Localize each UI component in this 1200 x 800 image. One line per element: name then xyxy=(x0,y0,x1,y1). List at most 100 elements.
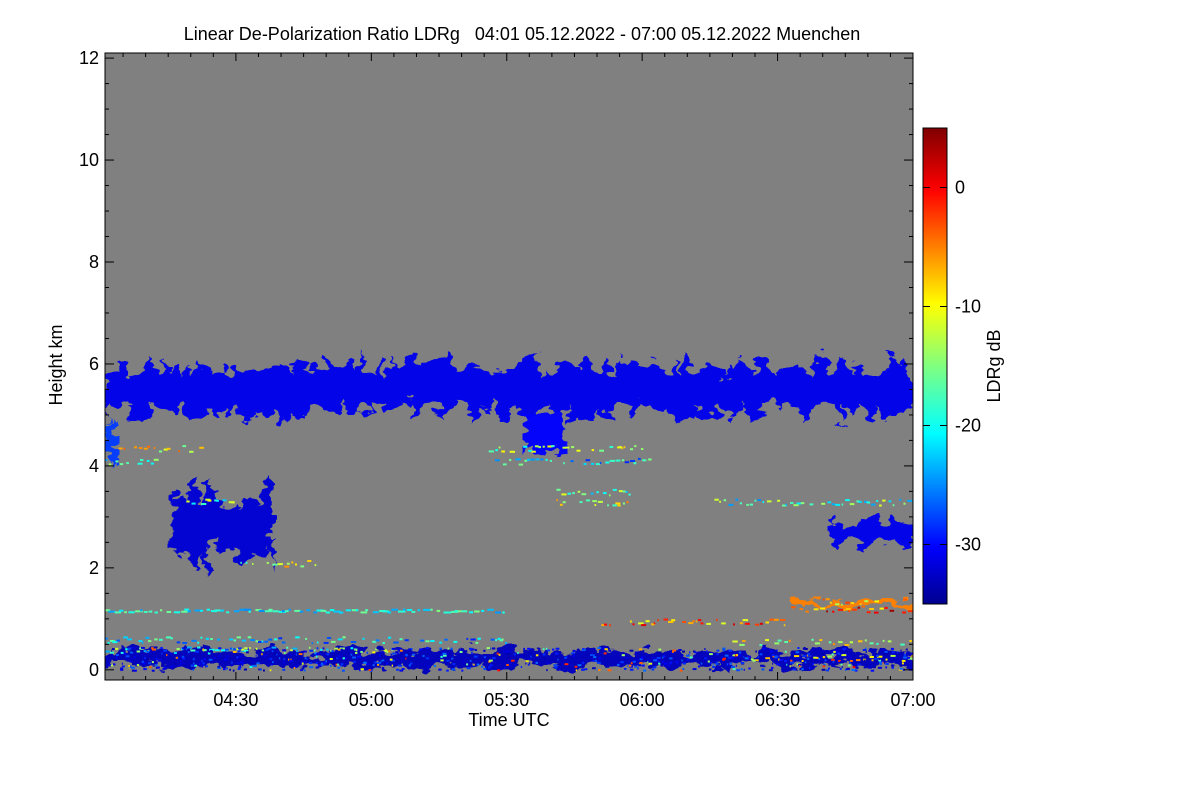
surface-speckle xyxy=(818,657,821,660)
surface-speckle xyxy=(179,659,182,662)
surface-speckle xyxy=(442,652,447,655)
surface-speckle xyxy=(836,652,839,655)
surface-speckle xyxy=(716,653,719,656)
ldr-speckle xyxy=(851,608,858,611)
surface-speckle xyxy=(555,647,560,650)
ldr-speckle xyxy=(856,500,860,503)
cloud-speckle-1-1-km xyxy=(184,608,190,611)
surface-speckle xyxy=(855,666,859,669)
surface-speckle xyxy=(686,658,690,661)
surface-speckle xyxy=(502,650,505,653)
surface-speckle xyxy=(162,667,166,670)
x-tick-label: 07:00 xyxy=(890,690,935,710)
cloud-speckle-1-1-km xyxy=(233,610,240,613)
ldr-speckle xyxy=(197,641,200,644)
surface-speckle xyxy=(742,655,745,658)
cloud-speckle-1-1-km xyxy=(423,608,431,611)
surface-speckle xyxy=(136,664,140,667)
ldr-speckle xyxy=(115,647,119,650)
surface-speckle xyxy=(637,667,639,670)
surface-speckle xyxy=(352,656,356,659)
ldr-speckle xyxy=(329,649,332,652)
surface-speckle xyxy=(748,667,751,670)
surface-speckle xyxy=(639,661,643,664)
surface-speckle xyxy=(771,654,775,657)
surface-speckle xyxy=(156,661,158,664)
ldr-speckle xyxy=(591,462,595,465)
ldr-speckle xyxy=(350,647,354,650)
surface-speckle xyxy=(265,649,268,651)
cloud-speckle-1-1-km xyxy=(345,609,352,612)
plot-frame xyxy=(104,52,914,681)
surface-speckle xyxy=(132,663,136,666)
ldr-speckle xyxy=(292,647,298,650)
ldr-speckle xyxy=(551,445,555,448)
surface-speckle xyxy=(809,667,813,670)
ldr-speckle xyxy=(603,623,608,626)
ldr-speckle xyxy=(119,463,124,466)
ldr-speckle xyxy=(828,641,832,644)
surface-speckle xyxy=(146,650,149,653)
surface-speckle xyxy=(269,658,273,661)
ldr-speckle xyxy=(882,499,886,502)
surface-speckle xyxy=(833,650,836,653)
surface-speckle xyxy=(689,651,691,654)
surface-speckle xyxy=(358,663,360,666)
ldr-speckle xyxy=(372,640,377,643)
ldr-speckle xyxy=(556,488,561,491)
surface-speckle xyxy=(229,668,231,671)
surface-speckle xyxy=(340,649,342,652)
surface-speckle xyxy=(178,664,181,667)
surface-speckle xyxy=(744,657,749,660)
surface-speckle xyxy=(731,657,734,660)
ldr-speckle xyxy=(790,659,793,662)
ldr-speckle xyxy=(146,460,150,462)
surface-speckle xyxy=(790,655,794,658)
ldr-speckle xyxy=(178,450,180,453)
surface-speckle xyxy=(276,653,278,656)
surface-speckle xyxy=(806,662,808,665)
ldr-speckle xyxy=(393,641,399,644)
surface-speckle xyxy=(329,650,331,653)
surface-speckle xyxy=(462,661,465,664)
surface-speckle xyxy=(523,647,525,650)
surface-speckle xyxy=(821,668,826,671)
ldr-speckle xyxy=(907,610,913,613)
surface-speckle xyxy=(319,664,323,667)
ldr-speckle xyxy=(825,598,830,601)
surface-speckle xyxy=(129,659,132,662)
surface-speckle xyxy=(573,654,575,657)
surface-speckle xyxy=(157,666,160,669)
ldr-speckle xyxy=(245,561,248,564)
ldr-speckle xyxy=(217,638,221,641)
surface-speckle xyxy=(283,660,285,663)
surface-speckle xyxy=(839,661,844,664)
surface-speckle xyxy=(639,658,643,661)
colorbar xyxy=(922,127,948,605)
cloud-speckle-1-1-km xyxy=(119,609,124,612)
ldr-speckle xyxy=(723,499,727,502)
ldr-speckle xyxy=(355,651,358,654)
surface-speckle xyxy=(737,654,742,657)
surface-speckle xyxy=(466,663,469,666)
ldr-speckle xyxy=(609,624,611,627)
surface-speckle xyxy=(391,664,394,667)
cloud-speckle-1-1-km xyxy=(288,608,291,611)
surface-speckle xyxy=(545,647,548,650)
ldr-speckle xyxy=(286,562,290,565)
surface-speckle xyxy=(182,657,186,660)
surface-speckle xyxy=(128,665,130,667)
ldr-speckle xyxy=(549,459,552,462)
ldr-speckle xyxy=(607,504,609,507)
surface-speckle xyxy=(641,656,646,659)
surface-speckle xyxy=(446,659,450,662)
surface-speckle xyxy=(337,666,341,669)
ldr-speckle xyxy=(780,619,786,621)
surface-speckle xyxy=(337,663,339,666)
cloud-speckle-1-1-km xyxy=(160,609,163,612)
ldr-speckle xyxy=(583,463,587,465)
surface-speckle xyxy=(375,648,378,651)
ldr-speckle xyxy=(158,450,163,453)
surface-speckle xyxy=(471,652,473,655)
surface-speckle xyxy=(718,665,723,668)
